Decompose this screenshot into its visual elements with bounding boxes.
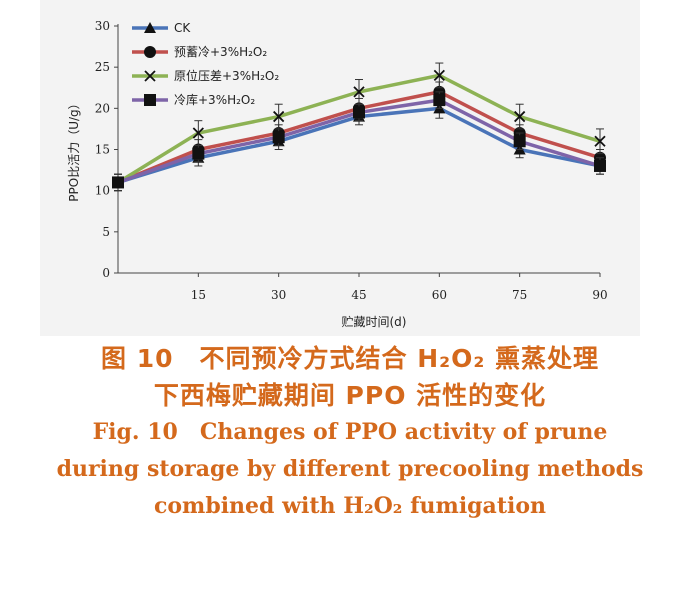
data-point bbox=[273, 110, 285, 123]
y-tick-label: 15 bbox=[95, 143, 110, 157]
y-tick-label: 25 bbox=[95, 60, 110, 74]
data-point bbox=[594, 135, 606, 147]
legend-label-1: 预蓄冷+3%H₂O₂ bbox=[174, 45, 267, 59]
caption-cn-line2: 下西梅贮藏期间 PPO 活性的变化 bbox=[153, 381, 547, 410]
legend-marker-3 bbox=[144, 94, 156, 106]
legend-marker-0 bbox=[144, 22, 156, 33]
data-point bbox=[513, 135, 526, 148]
legend-label-3: 冷库+3%H₂O₂ bbox=[174, 92, 255, 107]
y-tick-label: 0 bbox=[102, 266, 110, 280]
data-point bbox=[433, 69, 445, 82]
y-tick-label: 30 bbox=[95, 19, 110, 33]
data-point bbox=[594, 159, 606, 172]
x-tick-label: 75 bbox=[512, 288, 527, 302]
legend-marker-1 bbox=[144, 46, 156, 58]
data-point bbox=[353, 86, 365, 98]
figure-panel: 0 5 10 15 20 25 30 15 30 45 60 75 90 贮藏时间(d) PPO比活力（U/… bbox=[40, 0, 640, 336]
x-tick-label: 90 bbox=[592, 288, 607, 302]
legend-label-0: CK bbox=[174, 21, 191, 35]
data-point bbox=[353, 106, 365, 119]
x-tick-label: 60 bbox=[432, 288, 447, 302]
legend-marker-2 bbox=[144, 70, 156, 82]
data-point bbox=[192, 127, 204, 139]
caption-en-line1: Fig. 10 Changes of PPO activity of prune bbox=[92, 419, 608, 445]
y-tick-label: 5 bbox=[102, 225, 110, 239]
caption-en-line3: combined with H₂O₂ fumigation bbox=[153, 493, 547, 519]
y-tick-label: 10 bbox=[95, 184, 110, 198]
caption-cn-line1: 图 10 不同预冷方式结合 H₂O₂ 熏蒸处理 bbox=[101, 344, 599, 373]
x-tick-label: 45 bbox=[351, 288, 366, 302]
caption-en-line2: during storage by different precooling m… bbox=[56, 456, 644, 482]
data-point bbox=[514, 110, 526, 123]
figure-caption: 图 10 不同预冷方式结合 H₂O₂ 熏蒸处理 下西梅贮藏期间 PPO 活性的变… bbox=[0, 340, 700, 525]
x-tick-label: 15 bbox=[191, 288, 206, 302]
y-axis-title: PPO比活力（U/g） bbox=[67, 97, 81, 201]
data-point bbox=[192, 147, 205, 160]
y-tick-label: 20 bbox=[95, 101, 110, 115]
x-tick-label: 30 bbox=[271, 288, 286, 302]
ppo-line-chart: 0 5 10 15 20 25 30 15 30 45 60 75 90 贮藏时间(d) PPO比活力（U/… bbox=[67, 19, 608, 329]
data-point bbox=[112, 176, 124, 189]
data-point bbox=[433, 94, 446, 107]
legend-label-2: 原位压差+3%H₂O₂ bbox=[174, 68, 279, 83]
data-point bbox=[272, 131, 285, 144]
x-axis-title: 贮藏时间(d) bbox=[342, 314, 407, 329]
